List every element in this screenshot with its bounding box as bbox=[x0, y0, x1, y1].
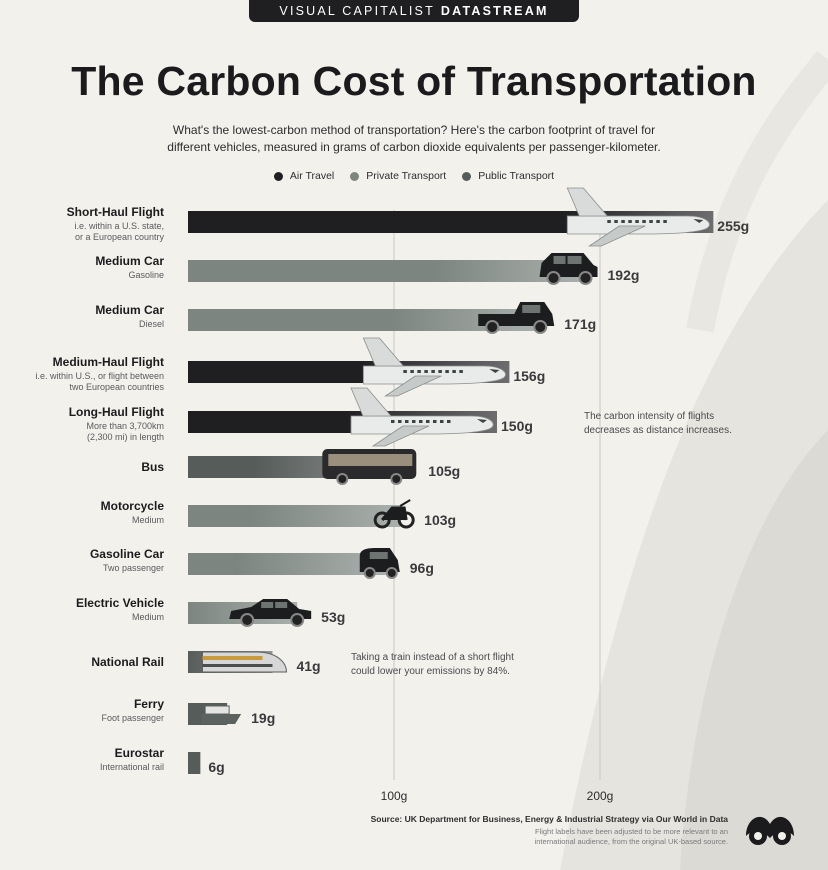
category-label: Medium-Haul Flight bbox=[53, 355, 164, 369]
brand-banner: VISUAL CAPITALIST DATASTREAM bbox=[249, 0, 579, 22]
tick-label-100: 100g bbox=[381, 789, 408, 803]
category-label: National Rail bbox=[91, 655, 164, 669]
disclaimer-note: Flight labels have been adjusted to be m… bbox=[483, 827, 728, 847]
bar-row-7: Gasoline Car Two passenger 96g bbox=[90, 547, 434, 579]
category-sublabel: More than 3,700km bbox=[86, 421, 164, 431]
legend-swatch-private bbox=[350, 171, 360, 181]
tick-label-200: 200g bbox=[587, 789, 614, 803]
disclaimer-line-2: international audience, from the origina… bbox=[534, 837, 728, 846]
source-note: Source: UK Department for Business, Ener… bbox=[370, 814, 728, 824]
disclaimer-line-1: Flight labels have been adjusted to be m… bbox=[534, 827, 728, 836]
page-title: The Carbon Cost of Transportation bbox=[71, 58, 757, 104]
bar-row-4: Long-Haul Flight More than 3,700km(2,300 … bbox=[69, 387, 533, 447]
value-label: 156g bbox=[513, 368, 545, 384]
bar-trail bbox=[250, 505, 401, 527]
brand-suffix: DATASTREAM bbox=[440, 4, 549, 18]
category-sublabel: two European countries bbox=[69, 382, 164, 392]
category-label: Eurostar bbox=[115, 746, 165, 760]
category-label: Medium Car bbox=[95, 254, 164, 268]
category-sublabel: Medium bbox=[132, 515, 164, 525]
pickup-truck-icon bbox=[478, 302, 555, 334]
category-sublabel: Diesel bbox=[139, 319, 164, 329]
bar-row-2: Medium Car Diesel 171g bbox=[95, 302, 596, 334]
bar-row-11: Eurostar International rail 6g bbox=[100, 746, 225, 775]
value-label: 171g bbox=[564, 316, 596, 332]
legend-swatch-public bbox=[462, 171, 472, 181]
legend-label-private: Private Transport bbox=[366, 170, 447, 182]
page-subtitle: What's the lowest-carbon method of trans… bbox=[110, 122, 718, 156]
annotation-train-line-1: Taking a train instead of a short flight bbox=[351, 652, 514, 663]
annotation-train-line-2: could lower your emissions by 84%. bbox=[351, 666, 510, 677]
value-label: 255g bbox=[717, 218, 749, 234]
value-label: 96g bbox=[410, 560, 434, 576]
legend-swatch-air bbox=[273, 171, 283, 181]
value-label: 53g bbox=[321, 609, 345, 625]
legend-item-public: Public Transport bbox=[462, 170, 554, 182]
sedan-icon bbox=[229, 599, 312, 627]
value-label: 19g bbox=[251, 710, 275, 726]
airplane-icon bbox=[566, 187, 710, 247]
ferry-icon bbox=[201, 705, 242, 724]
bar-trail bbox=[235, 553, 386, 575]
category-label: Bus bbox=[141, 460, 164, 474]
subtitle-line-2: different vehicles, measured in grams of… bbox=[167, 140, 661, 154]
category-sublabel: i.e. within a U.S. state, bbox=[74, 221, 164, 231]
category-sublabel: i.e. within U.S., or flight between bbox=[35, 371, 164, 381]
annotation-flights-line-1: The carbon intensity of flights bbox=[584, 411, 715, 422]
bar-row-10: Ferry Foot passenger 19g bbox=[101, 697, 275, 726]
airplane-icon bbox=[362, 337, 506, 397]
category-label: Electric Vehicle bbox=[76, 596, 164, 610]
chart-legend: Air Travel Private Transport Public Tran… bbox=[0, 170, 828, 182]
small-car-icon bbox=[359, 548, 400, 579]
category-sublabel: Two passenger bbox=[103, 563, 164, 573]
legend-label-public: Public Transport bbox=[478, 170, 555, 182]
subtitle-line-1: What's the lowest-carbon method of trans… bbox=[172, 123, 656, 137]
bar-row-3: Medium-Haul Flight i.e. within U.S., or f… bbox=[35, 337, 545, 397]
bar bbox=[188, 752, 201, 774]
brand-prefix: VISUAL CAPITALIST bbox=[279, 4, 435, 18]
train-icon bbox=[201, 651, 287, 673]
value-label: 41g bbox=[296, 658, 320, 674]
annotation-flights: The carbon intensity of flights decrease… bbox=[584, 410, 732, 438]
value-label: 105g bbox=[428, 463, 460, 479]
category-sublabel: Gasoline bbox=[128, 270, 164, 280]
category-sublabel: Medium bbox=[132, 612, 164, 622]
legend-item-air: Air Travel bbox=[273, 170, 335, 182]
category-label: Motorcycle bbox=[101, 499, 165, 513]
suv-icon bbox=[539, 253, 598, 285]
legend-label-air: Air Travel bbox=[289, 170, 335, 182]
value-label: 103g bbox=[424, 512, 456, 528]
value-label: 6g bbox=[208, 759, 224, 775]
annotation-train: Taking a train instead of a short flight… bbox=[351, 651, 514, 679]
bar-row-5: Bus 105g bbox=[141, 449, 460, 485]
bar-row-0: Short-Haul Flight i.e. within a U.S. stat… bbox=[67, 187, 749, 247]
bar-row-9: National Rail 41g bbox=[91, 651, 321, 674]
bar-row-6: Motorcycle Medium 103g bbox=[101, 499, 456, 529]
annotation-flights-line-2: decreases as distance increases. bbox=[584, 425, 732, 436]
motorcycle-icon bbox=[373, 499, 415, 529]
legend-item-private: Private Transport bbox=[350, 170, 446, 182]
category-label: Short-Haul Flight bbox=[67, 205, 164, 219]
category-sublabel: Foot passenger bbox=[101, 713, 164, 723]
category-label: Ferry bbox=[134, 697, 164, 711]
visual-capitalist-logo-icon bbox=[746, 816, 794, 845]
category-label: Long-Haul Flight bbox=[69, 405, 164, 419]
category-label: Medium Car bbox=[95, 303, 164, 317]
value-label: 192g bbox=[608, 267, 640, 283]
value-label: 150g bbox=[501, 418, 533, 434]
category-label: Gasoline Car bbox=[90, 547, 164, 561]
bar-row-1: Medium Car Gasoline 192g bbox=[95, 253, 640, 285]
airplane-icon bbox=[350, 387, 494, 447]
bar-row-8: Electric Vehicle Medium 53g bbox=[76, 596, 345, 627]
bus-icon bbox=[322, 449, 417, 485]
category-sublabel: (2,300 mi) in length bbox=[87, 432, 164, 442]
category-sublabel: International rail bbox=[100, 762, 164, 772]
category-sublabel: or a European country bbox=[75, 232, 165, 242]
